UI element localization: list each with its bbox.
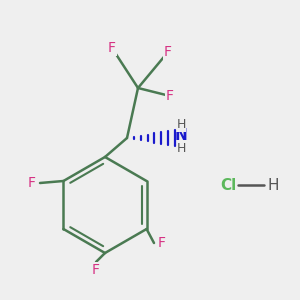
Text: F: F: [28, 176, 36, 190]
Text: H: H: [267, 178, 279, 193]
Text: H: H: [176, 142, 186, 154]
Text: F: F: [158, 236, 166, 250]
Text: F: F: [108, 41, 116, 55]
Text: H: H: [176, 118, 186, 131]
Text: F: F: [164, 45, 172, 59]
Text: Cl: Cl: [220, 178, 236, 193]
Text: F: F: [166, 89, 174, 103]
Text: N: N: [175, 128, 188, 143]
Text: F: F: [92, 263, 100, 277]
